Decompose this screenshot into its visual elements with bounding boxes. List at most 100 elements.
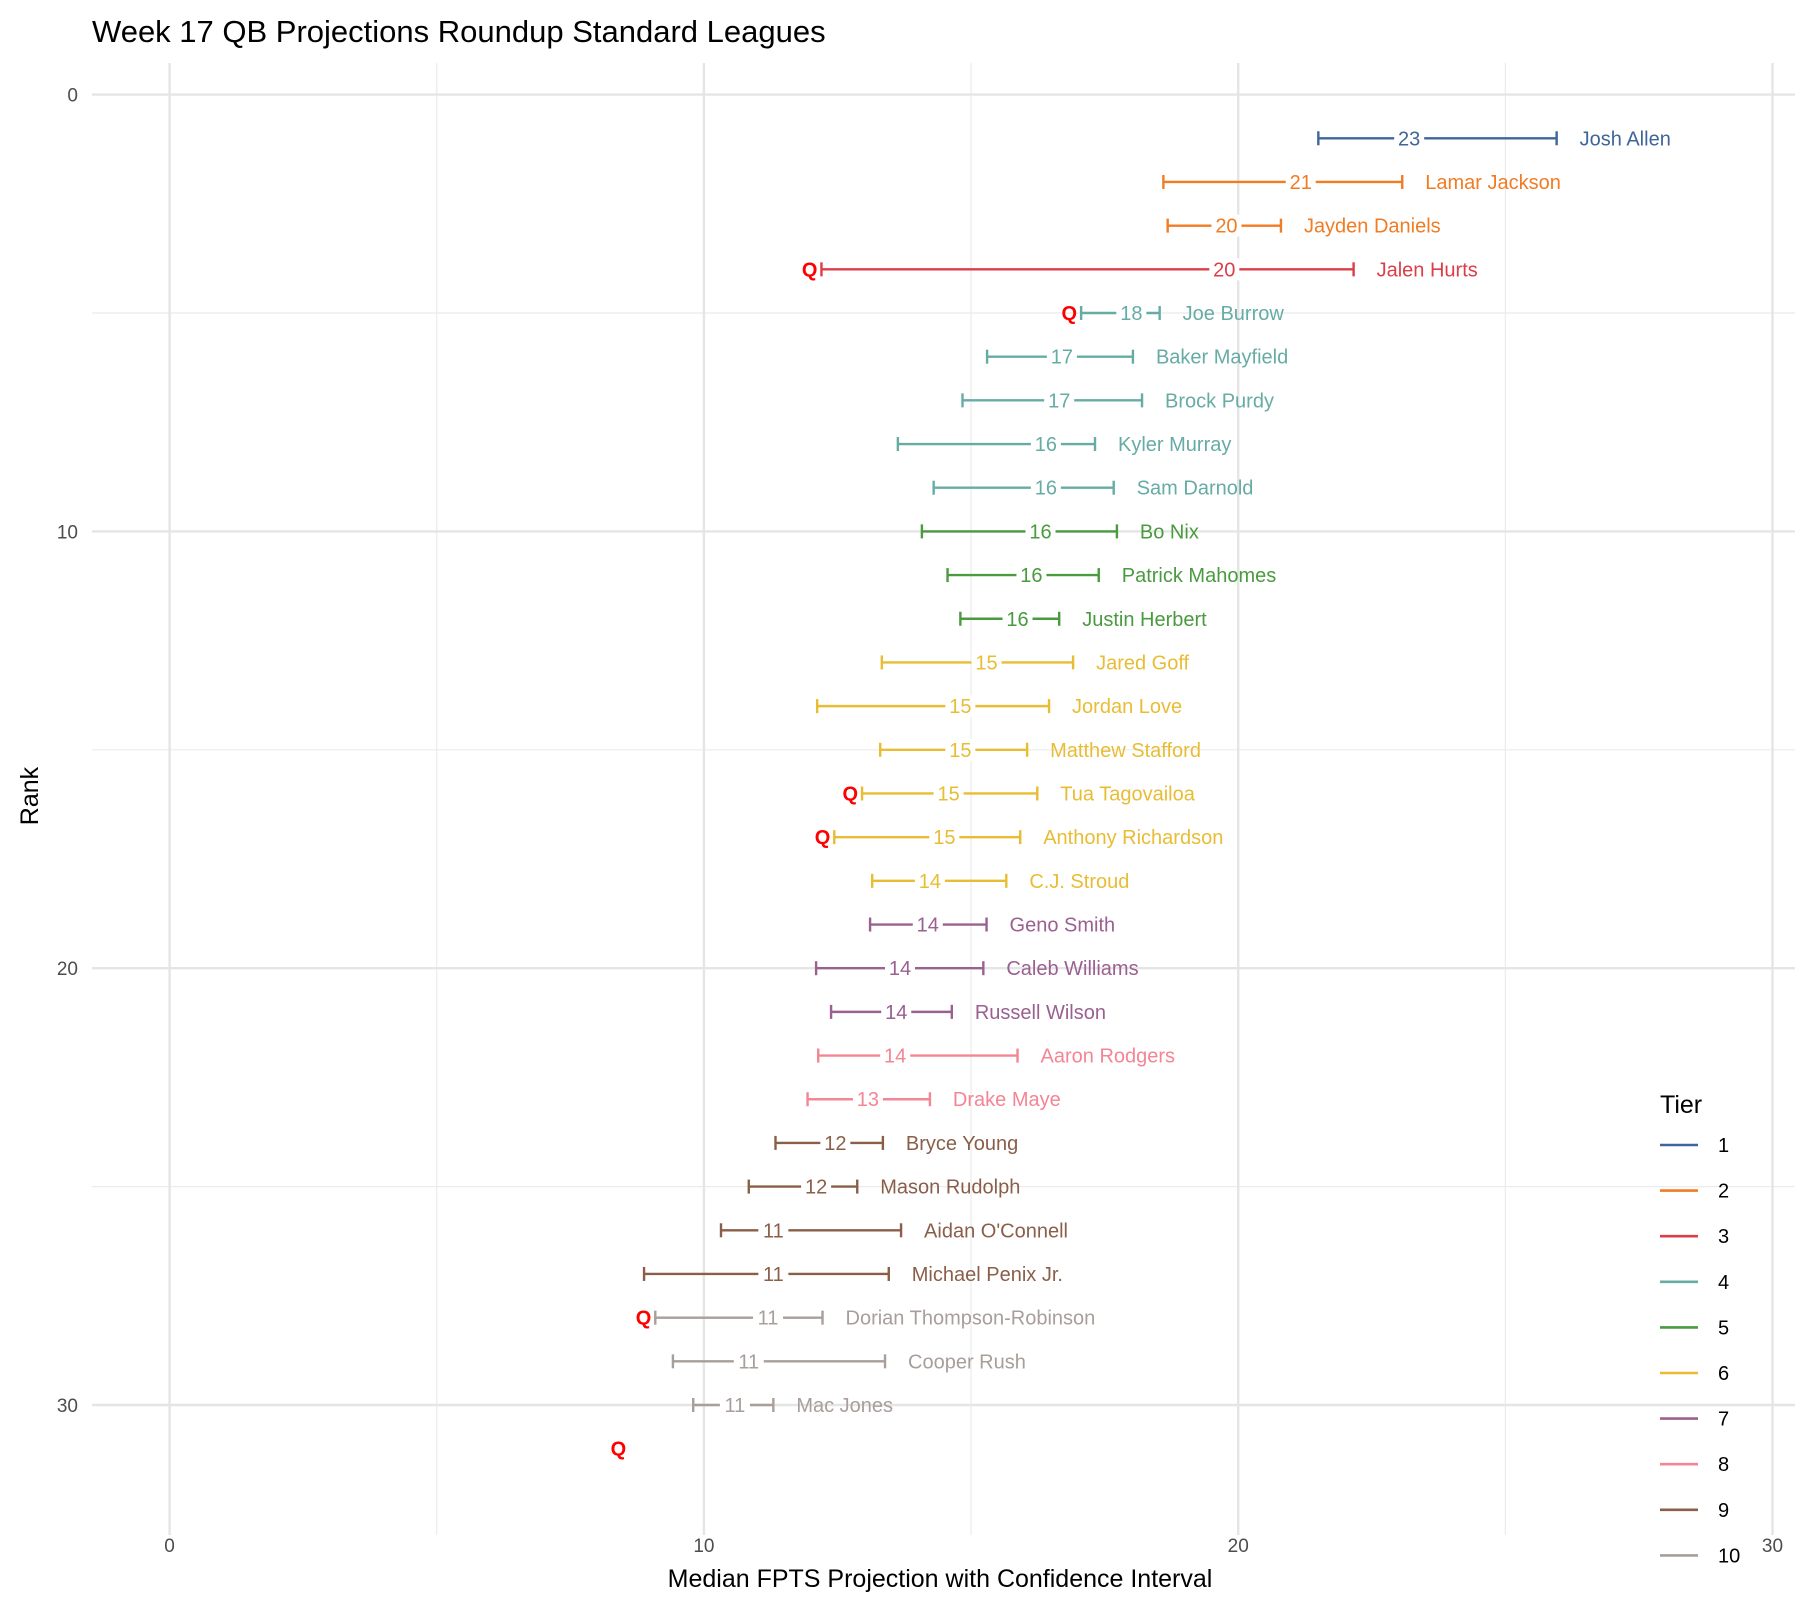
median-label-background xyxy=(884,957,915,980)
median-label-background xyxy=(852,1088,883,1111)
player-name-label: Sam Darnold xyxy=(1137,478,1254,500)
questionable-marker: Q xyxy=(802,259,818,281)
median-label: 14 xyxy=(889,958,911,980)
player-row: 12 Bryce Young xyxy=(774,1131,1018,1155)
median-label-background xyxy=(801,1175,832,1198)
player-name-label: Josh Allen xyxy=(1580,128,1671,150)
median-label: 17 xyxy=(1051,347,1073,369)
player-row: 11 Mac Jones xyxy=(692,1394,893,1417)
legend-label-tier-9: 9 xyxy=(1718,1500,1729,1522)
legend: Tier 1 2 3 4 5 6 7 8 9 10 xyxy=(1660,1091,1740,1567)
player-name-label: Michael Penix Jr. xyxy=(912,1264,1063,1286)
player-row: 23 Josh Allen xyxy=(1317,127,1671,150)
median-label-background xyxy=(933,782,964,805)
player-row: 17 Brock Purdy xyxy=(961,389,1274,412)
median-label: 20 xyxy=(1213,259,1235,281)
y-tick-label: 0 xyxy=(67,86,78,107)
median-label-background xyxy=(1025,520,1056,543)
median-label-background xyxy=(1211,214,1242,237)
legend-label-tier-4: 4 xyxy=(1718,1272,1729,1294)
median-label: 11 xyxy=(763,1264,784,1286)
chart-title: Week 17 QB Projections Roundup Standard … xyxy=(92,14,826,49)
median-label: 16 xyxy=(1035,478,1057,500)
questionable-marker: Q xyxy=(842,783,858,805)
y-tick-label: 30 xyxy=(57,1396,78,1417)
player-row: 16 Kyler Murray xyxy=(896,433,1231,456)
player-name-label: Bo Nix xyxy=(1140,521,1199,543)
player-name-label: Jared Goff xyxy=(1096,652,1189,674)
player-row: 14 C.J. Stroud xyxy=(871,869,1129,893)
player-name-label: Brock Purdy xyxy=(1165,390,1274,412)
player-name-label: Russell Wilson xyxy=(975,1002,1106,1024)
player-name-label: Tua Tagovailoa xyxy=(1060,783,1195,805)
median-label: 13 xyxy=(857,1089,879,1111)
median-label: 17 xyxy=(1048,390,1070,412)
legend-label-tier-7: 7 xyxy=(1718,1409,1729,1431)
y-axis-title: Rank xyxy=(16,766,44,825)
median-label: 12 xyxy=(805,1177,827,1199)
median-label-background xyxy=(1044,389,1075,412)
player-name-label: Bryce Young xyxy=(906,1133,1018,1155)
median-label: 16 xyxy=(1006,609,1028,631)
x-axis-title: Median FPTS Projection with Confidence I… xyxy=(668,1565,1213,1593)
player-row: 15 Matthew Stafford xyxy=(879,738,1201,762)
player-row: 12 Mason Rudolph xyxy=(747,1175,1020,1199)
player-name-label: Cooper Rush xyxy=(908,1351,1026,1373)
player-row: 21 Lamar Jackson xyxy=(1162,170,1561,194)
player-row: 11 Cooper Rush xyxy=(671,1350,1026,1373)
player-row: 14 Russell Wilson xyxy=(829,1000,1106,1024)
legend-label-tier-8: 8 xyxy=(1718,1454,1729,1476)
x-tick-label: 20 xyxy=(1228,1536,1249,1557)
median-label: 11 xyxy=(725,1395,746,1417)
median-label: 14 xyxy=(919,871,941,893)
legend-label-tier-5: 5 xyxy=(1718,1317,1729,1339)
questionable-marker: Q xyxy=(611,1439,627,1461)
median-label: 15 xyxy=(975,652,997,674)
median-label-background xyxy=(758,1262,789,1285)
median-label-background xyxy=(945,738,976,761)
player-row: 16 Sam Darnold xyxy=(932,476,1254,500)
player-name-label: Aaron Rodgers xyxy=(1041,1046,1176,1068)
median-label-background xyxy=(1016,564,1047,587)
data-marks: 23 Josh Allen 21 Lamar Jackson 20 Jayden Dani… xyxy=(611,127,1671,1461)
x-tick-label: 30 xyxy=(1762,1536,1783,1557)
median-label-background xyxy=(753,1306,784,1329)
player-row: 14 Caleb Williams xyxy=(814,957,1139,980)
median-label-background xyxy=(820,1131,851,1154)
median-label: 23 xyxy=(1398,128,1420,150)
y-tick-label: 20 xyxy=(57,959,78,980)
questionable-marker: Q xyxy=(636,1308,652,1330)
questionable-marker: Q xyxy=(815,827,831,849)
median-label-background xyxy=(1209,258,1240,281)
median-label: 15 xyxy=(949,696,971,718)
median-label: 14 xyxy=(884,1046,906,1068)
legend-label-tier-2: 2 xyxy=(1718,1181,1729,1203)
player-name-label: Baker Mayfield xyxy=(1156,347,1288,369)
x-tick-label: 0 xyxy=(164,1536,175,1557)
player-row: 16 Bo Nix xyxy=(920,520,1199,543)
median-label: 11 xyxy=(763,1220,784,1242)
player-name-label: Lamar Jackson xyxy=(1425,172,1561,194)
x-tick-label: 10 xyxy=(693,1536,714,1557)
player-name-label: Jordan Love xyxy=(1072,696,1182,718)
median-label-background xyxy=(1030,476,1061,499)
median-label: 14 xyxy=(917,915,939,937)
player-name-label: Geno Smith xyxy=(1010,915,1116,937)
player-row: 20 Jalen Hurts Q xyxy=(802,258,1478,281)
median-label: 18 xyxy=(1120,303,1142,325)
median-label: 14 xyxy=(885,1002,907,1024)
player-row: 14 Aaron Rodgers xyxy=(817,1044,1176,1068)
player-name-label: Kyler Murray xyxy=(1118,434,1231,456)
player-name-label: Patrick Mahomes xyxy=(1122,565,1277,587)
median-label: 16 xyxy=(1035,434,1057,456)
player-row: 15 Anthony Richardson Q xyxy=(815,826,1223,849)
median-label-background xyxy=(758,1219,789,1242)
player-row: 11 Michael Penix Jr. xyxy=(642,1262,1063,1286)
axes: 0 10 20 30 0 10 20 30 xyxy=(57,86,1783,1557)
player-row: 15 Jordan Love xyxy=(815,695,1182,718)
median-label-background xyxy=(945,695,976,718)
player-row: 15 Jared Goff xyxy=(880,651,1190,674)
median-label: 16 xyxy=(1029,521,1051,543)
median-label-background xyxy=(719,1394,750,1416)
median-label: 11 xyxy=(738,1351,759,1373)
